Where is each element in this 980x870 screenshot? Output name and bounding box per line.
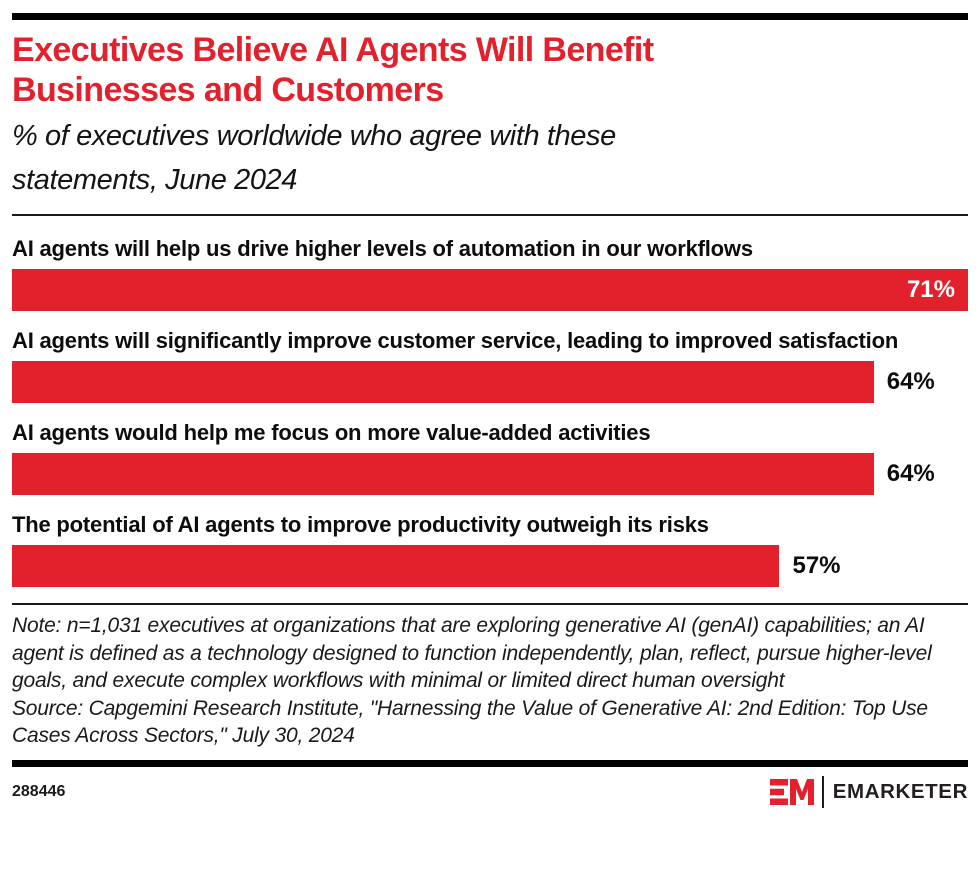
logo-separator xyxy=(821,775,824,808)
source-text: Source: Capgemini Research Institute, "H… xyxy=(12,696,928,748)
bar-track: 71% xyxy=(12,269,968,311)
chart-id: 288446 xyxy=(12,782,66,800)
bar-value-label: 57% xyxy=(792,552,841,579)
bar-group: The potential of AI agents to improve pr… xyxy=(12,511,968,587)
bar-category-label: AI agents would help me focus on more va… xyxy=(12,420,651,445)
bar-fill xyxy=(12,453,874,495)
emarketer-logo: EMARKETER xyxy=(769,775,968,808)
bar-fill xyxy=(12,545,780,587)
bar-category-label: The potential of AI agents to improve pr… xyxy=(12,512,709,537)
bottom-divider-bar xyxy=(12,759,968,767)
bar-category-label: AI agents will significantly improve cus… xyxy=(12,328,899,353)
bar-value-label: 64% xyxy=(886,460,935,487)
bar-fill: 71% xyxy=(12,269,968,311)
footer: 288446 EMARKETER xyxy=(12,775,968,809)
chart-subtitle: % of executives worldwide who agree with… xyxy=(12,114,968,202)
bar-chart: AI agents will help us drive higher leve… xyxy=(12,216,968,587)
bar-value-label: 64% xyxy=(886,368,935,395)
bar-track: 57% xyxy=(12,545,968,587)
bar-category-label: AI agents will help us drive higher leve… xyxy=(12,236,753,261)
bar-group: AI agents will significantly improve cus… xyxy=(12,327,968,403)
chart-subtitle-line-1: % of executives worldwide who agree with… xyxy=(12,120,616,152)
top-divider-bar xyxy=(12,13,968,20)
chart-bottom-divider-rule xyxy=(12,603,968,605)
chart-title-line-1: Executives Believe AI Agents Will Benefi… xyxy=(12,31,654,69)
emarketer-wordmark: EMARKETER xyxy=(832,779,968,803)
bar-group: AI agents would help me focus on more va… xyxy=(12,419,968,495)
chart-subtitle-line-2: statements, June 2024 xyxy=(12,164,298,196)
note-text: Note: n=1,031 executives at organization… xyxy=(12,614,932,692)
bar-track: 64% xyxy=(12,361,968,403)
bar-group: AI agents will help us drive higher leve… xyxy=(12,235,968,311)
header-divider-rule xyxy=(12,214,968,216)
chart-title-line-2: Businesses and Customers xyxy=(12,71,444,109)
emarketer-em-mark-icon xyxy=(769,778,814,805)
bar-fill xyxy=(12,361,874,403)
notes-block: Note: n=1,031 executives at organization… xyxy=(12,612,968,750)
bar-track: 64% xyxy=(12,453,968,495)
chart-title: Executives Believe AI Agents Will Benefi… xyxy=(12,30,968,110)
bar-value-label: 71% xyxy=(906,276,955,303)
